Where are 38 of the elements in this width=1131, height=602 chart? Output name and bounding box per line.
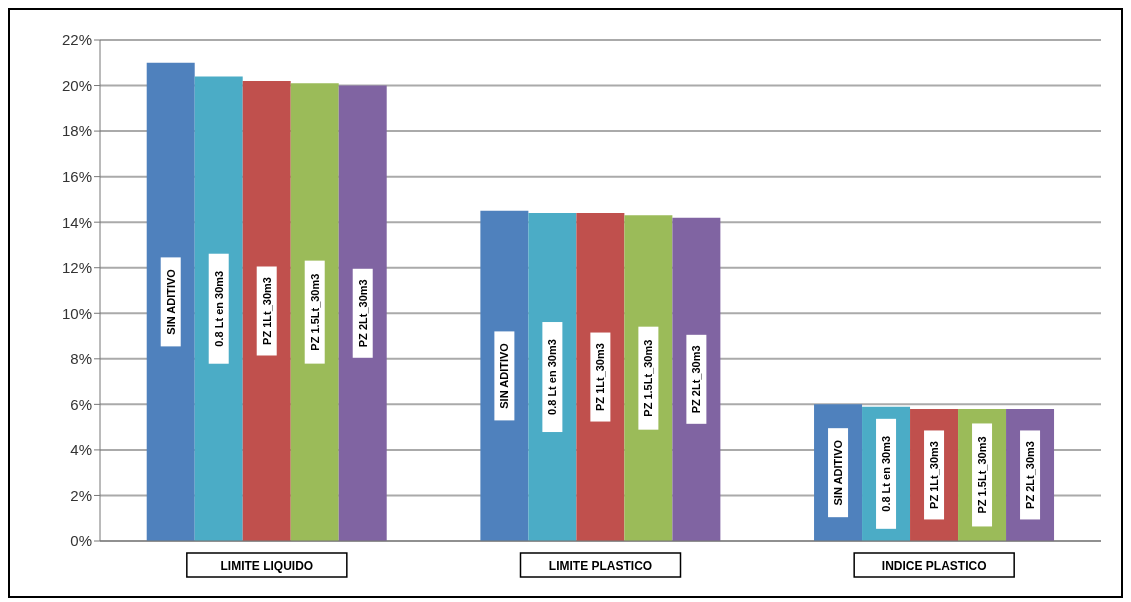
series-label: PZ 2Lt_30m3: [356, 279, 369, 348]
y-tick-label: 22%: [61, 31, 92, 49]
y-tick-label: 8%: [70, 350, 92, 368]
text: PZ 1Lt_30m3: [928, 441, 941, 509]
text: PZ 2Lt_30m3: [1024, 441, 1037, 509]
bar: [146, 62, 195, 541]
y-tick-label: 12%: [61, 259, 92, 277]
bar: [480, 210, 529, 541]
text: PZ 1Lt_30m3: [594, 343, 607, 411]
y-tick-label: 4%: [70, 441, 92, 459]
text: 0.8 Lt en 30m3: [880, 435, 893, 512]
text: PZ 2Lt_30m3: [690, 345, 703, 414]
y-tick-label: 10%: [61, 304, 92, 322]
text: PZ 1.5Lt_30m3: [976, 436, 989, 514]
bar: [290, 83, 339, 541]
text: PZ 1.5Lt_30m3: [642, 339, 655, 417]
bar: [576, 213, 625, 541]
text: SIN ADITIVO: [498, 343, 511, 409]
x-tick-label: LIMITE LIQUIDO: [220, 559, 314, 573]
bar: [242, 80, 291, 541]
x-tick-label: LIMITE PLASTICO: [548, 559, 653, 573]
y-tick-label: 14%: [61, 213, 92, 231]
bar: [194, 76, 243, 541]
y-tick-label: 18%: [61, 122, 92, 140]
bar: [624, 215, 673, 541]
x-tick-label: INDICE PLASTICO: [881, 559, 987, 573]
series-label: PZ 1Lt_30m3: [260, 277, 273, 345]
series-label: SIN ADITIVO: [164, 268, 177, 335]
text: SIN ADITIVO: [832, 439, 845, 506]
y-tick-label: 16%: [61, 167, 92, 185]
series-label: 0.8 Lt en 30m3: [212, 270, 225, 347]
bar: [338, 85, 387, 541]
y-tick-label: 0%: [70, 532, 92, 550]
text: 0.8 Lt en 30m3: [546, 339, 559, 415]
y-tick-label: 6%: [70, 395, 92, 413]
series-label: PZ 1.5Lt_30m3: [308, 273, 321, 351]
y-tick-label: 20%: [61, 76, 92, 94]
y-tick-label: 2%: [70, 486, 92, 504]
